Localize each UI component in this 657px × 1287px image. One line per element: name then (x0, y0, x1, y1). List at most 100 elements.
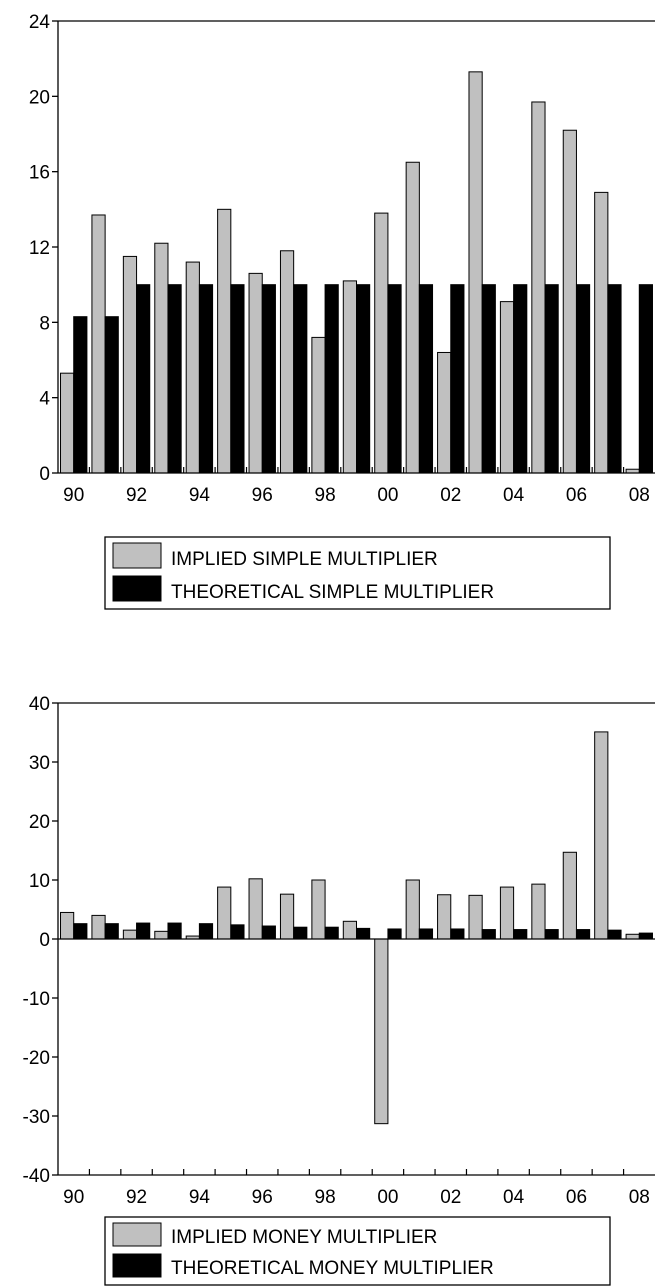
simple-y-tick-label: 0 (39, 464, 50, 485)
money-bar-0-06 (562, 851, 577, 940)
money-bar-1-97 (293, 926, 308, 940)
simple-bar-0-90 (60, 372, 75, 474)
simple-legend: IMPLIED SIMPLE MULTIPLIER THEORETICAL SIM… (104, 536, 611, 610)
simple-bar-1-05 (544, 284, 559, 474)
simple-bar-1-07 (607, 284, 622, 474)
money-bar-0-00 (374, 938, 389, 1125)
simple-x-tick-label: 90 (63, 485, 84, 506)
money-y-tick-label: 20 (29, 812, 50, 833)
money-bar-0-03 (468, 894, 483, 940)
money-bar-0-01 (405, 879, 420, 940)
simple-bar-1-03 (481, 284, 496, 474)
simple-bar-1-91 (104, 316, 119, 474)
simple-x-tick-label: 94 (189, 485, 211, 506)
money-legend-box (104, 1216, 611, 1286)
simple-y-tick-label: 20 (29, 87, 50, 108)
money-bar-1-08 (638, 932, 653, 940)
money-y-tick-label: -20 (23, 1048, 50, 1069)
money-bar-0-99 (342, 920, 357, 940)
simple-bar-0-04 (499, 301, 515, 474)
simple-x-tick-label: 04 (503, 485, 525, 506)
simple-legend-swatch-0 (112, 542, 162, 569)
simple-bar-0-97 (279, 250, 295, 474)
simple-legend-swatch-1 (112, 575, 162, 602)
money-series-1 (73, 922, 653, 940)
money-bar-0-91 (91, 914, 106, 940)
money-y-tick-label: 40 (29, 694, 50, 715)
money-x-tick-label: 90 (63, 1187, 84, 1208)
simple-legend-box (104, 536, 611, 610)
money-bar-1-98 (324, 926, 339, 940)
simple-bar-0-00 (374, 212, 389, 474)
money-x-tick-label: 06 (566, 1187, 587, 1208)
simple-bar-1-02 (450, 284, 465, 474)
money-x-tick-label: 98 (315, 1187, 336, 1208)
simple-bar-1-95 (230, 284, 245, 474)
money-bar-1-96 (261, 925, 276, 940)
simple-bar-0-06 (562, 129, 577, 474)
money-bar-1-00 (387, 928, 402, 940)
simple-y-tick-label: 8 (39, 313, 50, 334)
simple-bar-1-97 (293, 284, 308, 474)
simple-bar-0-01 (405, 161, 420, 474)
money-bar-0-08 (625, 933, 640, 940)
money-bar-1-93 (167, 922, 182, 940)
simple-bar-1-94 (198, 284, 214, 474)
money-bar-1-05 (544, 929, 559, 940)
simple-bar-0-91 (91, 214, 106, 474)
money-bar-1-04 (513, 929, 528, 940)
money-legend-label-0: IMPLIED MONEY MULTIPLIER (171, 1227, 437, 1248)
simple-bar-0-94 (185, 261, 200, 474)
simple-bar-0-92 (122, 255, 138, 474)
money-bar-0-90 (60, 911, 75, 940)
money-bar-1-90 (73, 923, 88, 940)
money-bar-0-97 (279, 893, 295, 940)
simple-bar-0-05 (531, 101, 546, 474)
simple-bar-0-93 (154, 242, 169, 474)
money-bar-0-95 (217, 886, 232, 940)
money-bar-1-01 (418, 928, 434, 940)
money-x-tick-label: 04 (503, 1187, 525, 1208)
simple-y-tick-label: 16 (29, 163, 50, 184)
simple-bar-1-96 (261, 284, 276, 474)
money-bar-0-05 (531, 883, 546, 940)
money-bar-0-93 (154, 930, 169, 940)
simple-bar-1-98 (324, 284, 339, 474)
simple-bar-1-90 (73, 316, 88, 474)
simple-bar-1-93 (167, 284, 182, 474)
simple-bar-1-99 (356, 284, 371, 474)
simple-x-tick-label: 92 (126, 485, 147, 506)
simple-legend-label-1: THEORETICAL SIMPLE MULTIPLIER (171, 582, 494, 603)
money-bar-0-04 (499, 886, 515, 940)
money-x-tick-label: 08 (629, 1187, 650, 1208)
simple-bar-1-04 (513, 284, 528, 474)
money-legend: IMPLIED MONEY MULTIPLIER THEORETICAL MONE… (104, 1216, 611, 1286)
simple-y-tick-label: 12 (29, 238, 50, 259)
money-bar-0-02 (437, 894, 452, 940)
simple-legend-label-0: IMPLIED SIMPLE MULTIPLIER (171, 549, 438, 570)
money-legend-label-1: THEORETICAL MONEY MULTIPLIER (171, 1258, 494, 1279)
money-x-tick-label: 02 (440, 1187, 461, 1208)
money-bar-0-98 (311, 879, 326, 940)
money-bar-1-06 (575, 929, 591, 940)
simple-y-tick-label: 4 (39, 389, 50, 410)
money-series-0 (60, 731, 640, 1125)
money-legend-swatch-1 (112, 1253, 162, 1278)
simple-x-tick-label: 06 (566, 485, 587, 506)
simple-bar-1-00 (387, 284, 402, 474)
simple-bar-1-08 (638, 284, 653, 474)
simple-x-tick-label: 00 (377, 485, 398, 506)
money-x-tick-label: 92 (126, 1187, 147, 1208)
money-bar-1-95 (230, 924, 245, 940)
money-legend-swatch-0 (112, 1222, 162, 1247)
simple-x-tick-label: 02 (440, 485, 461, 506)
simple-bar-0-96 (248, 272, 263, 474)
money-bar-0-96 (248, 878, 263, 940)
money-bar-1-92 (136, 922, 151, 940)
simple-bar-1-06 (575, 284, 591, 474)
money-y-tick-label: -30 (23, 1107, 50, 1128)
simple-x-tick-label: 96 (252, 485, 273, 506)
money-x-tick-label: 96 (252, 1187, 273, 1208)
money-y-tick-label: -10 (23, 989, 50, 1010)
